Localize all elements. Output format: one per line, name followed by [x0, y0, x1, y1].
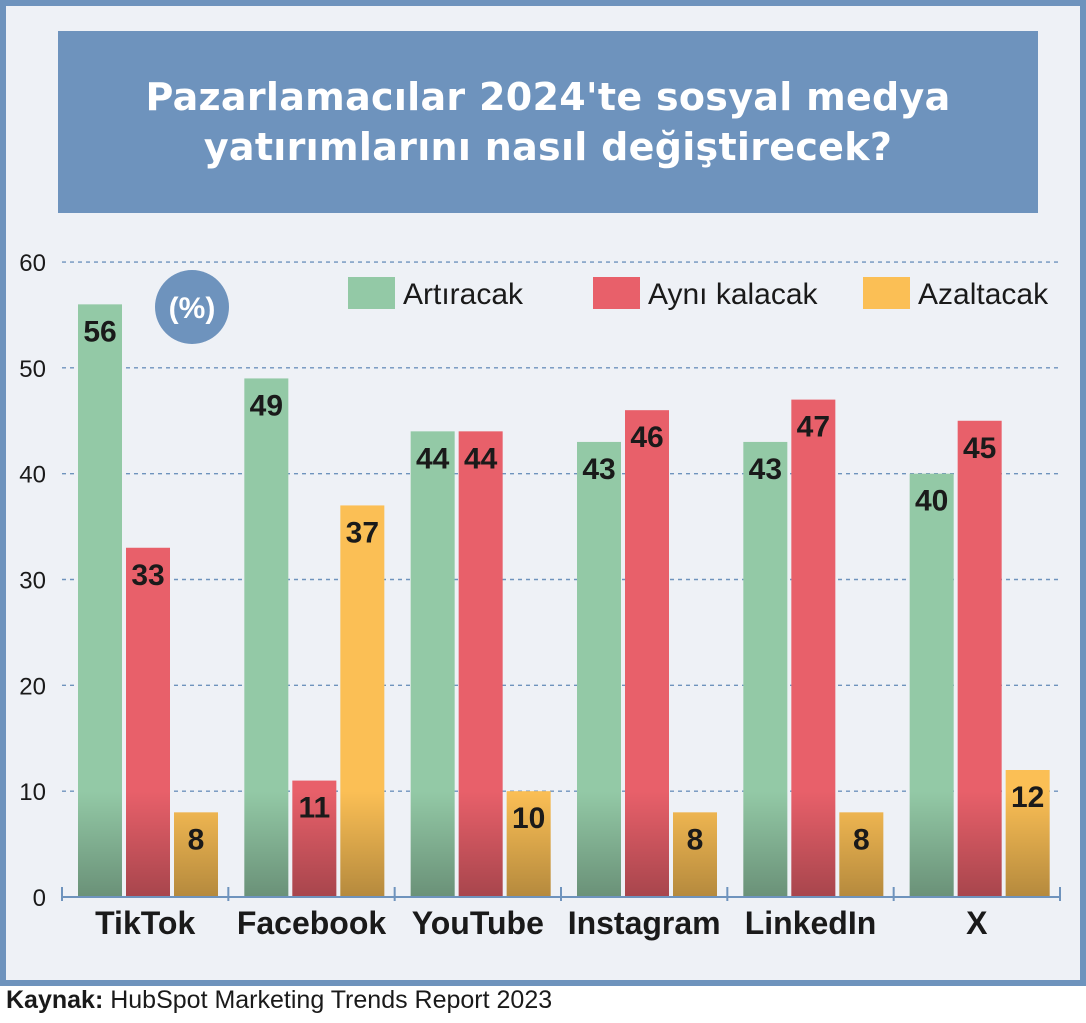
data-label: 8: [188, 823, 205, 856]
data-label: 11: [298, 792, 330, 825]
axis-layer: 0 10 20 30 40 50 60 TikTok Facebook YouTube Instag…: [19, 250, 1061, 941]
category-label: Facebook: [237, 905, 387, 941]
data-label: 33: [131, 559, 164, 592]
legend-swatch: [348, 277, 395, 309]
data-label: 45: [963, 432, 996, 465]
bar-shade: [244, 791, 289, 897]
grid-layer: [62, 261, 1060, 792]
category-label: X: [966, 905, 988, 941]
category-label: YouTube: [412, 905, 544, 941]
data-label: 44: [416, 442, 450, 475]
bar-shade: [126, 791, 170, 897]
bar-shade: [957, 791, 1002, 897]
legend-swatch: [863, 277, 910, 309]
chart-title-line-1: Pazarlamacılar 2024'te sosyal medya: [145, 75, 951, 119]
bar-shade: [458, 791, 503, 897]
category-label: TikTok: [95, 905, 195, 941]
bar-shade: [791, 791, 836, 897]
bar-shade: [340, 791, 385, 897]
bar-shade: [625, 791, 669, 897]
legend-label: Azaltacak: [918, 278, 1049, 311]
data-label: 43: [582, 453, 615, 486]
bar-shade: [743, 791, 788, 897]
y-tick-label: 20: [19, 673, 46, 700]
bar-shade: [78, 791, 122, 897]
bar-shade: [174, 812, 218, 897]
legend-label: Artıracak: [403, 278, 524, 311]
source-text: HubSpot Marketing Trends Report 2023: [110, 986, 553, 1014]
data-label: 44: [464, 442, 498, 475]
y-tick-label: 40: [19, 462, 46, 489]
bar-shade: [673, 812, 717, 897]
y-tick-label: 30: [19, 568, 46, 595]
source-note: Kaynak: HubSpot Marketing Trends Report …: [6, 986, 552, 1015]
data-label: 12: [1011, 781, 1044, 814]
data-label: 56: [83, 315, 116, 348]
y-tick-label: 0: [33, 885, 46, 912]
unit-badge-label: (%): [169, 292, 216, 325]
data-label: 49: [250, 389, 283, 422]
source-label: Kaynak:: [6, 986, 104, 1014]
category-label: Instagram: [568, 905, 721, 941]
title-banner: Pazarlamacılar 2024'te sosyal medya yatı…: [58, 31, 1038, 213]
legend: Artıracak Aynı kalacak Azaltacak: [348, 277, 1049, 311]
data-label: 8: [853, 823, 870, 856]
unit-badge-circle: [155, 270, 229, 344]
y-tick-label: 10: [19, 779, 46, 806]
data-label: 46: [630, 421, 663, 454]
y-tick-label: 60: [19, 250, 46, 277]
data-label: 37: [346, 516, 379, 549]
y-tick-label: 50: [19, 356, 46, 383]
bar-shade: [410, 791, 455, 897]
data-label: 8: [687, 823, 704, 856]
category-label: LinkedIn: [745, 905, 877, 941]
bar-shade: [577, 791, 621, 897]
bar-layer: 56 33 8 49 11 37 44 44 10 43 46 8 43 47 8 40 45 12: [78, 304, 1050, 898]
data-label: 43: [749, 453, 782, 486]
unit-badge: (%): [155, 270, 229, 344]
chart-title-line-2: yatırımlarını nasıl değiştirecek?: [203, 125, 893, 169]
bar-shade: [292, 791, 337, 897]
bar-shade: [1005, 791, 1050, 897]
legend-swatch: [593, 277, 640, 309]
bar-shade: [839, 812, 884, 897]
legend-label: Aynı kalacak: [648, 278, 819, 311]
bar-shade: [909, 791, 954, 897]
bar-shade: [506, 791, 551, 897]
data-label: 10: [512, 802, 545, 835]
data-label: 47: [797, 411, 830, 444]
data-label: 40: [915, 485, 948, 518]
